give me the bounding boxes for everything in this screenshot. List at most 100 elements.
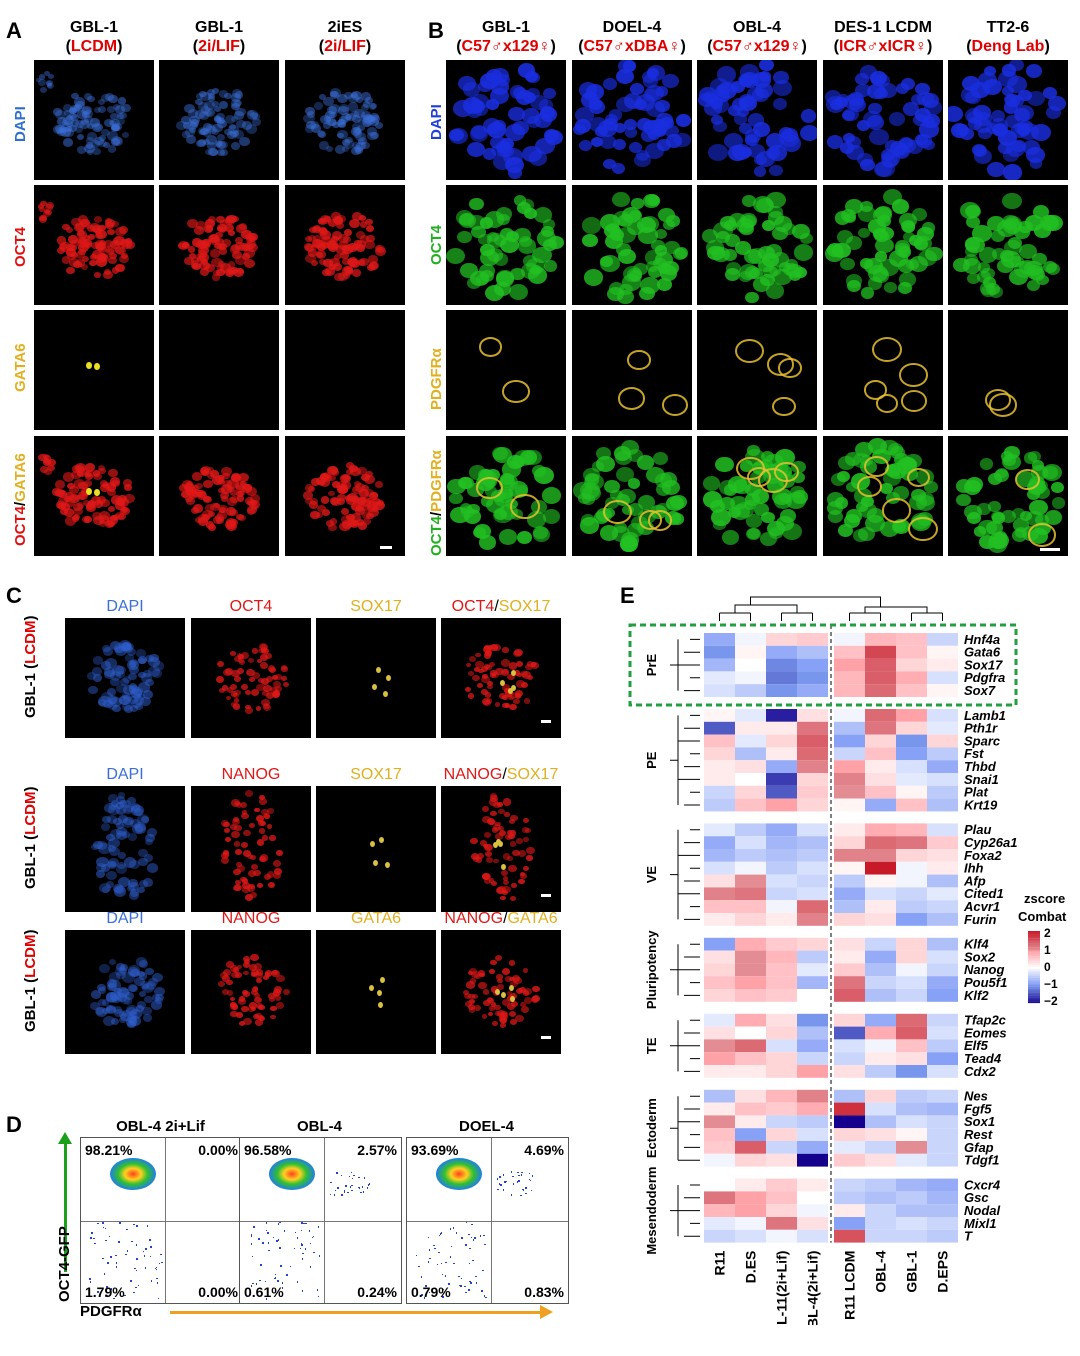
gene-label: Afp bbox=[963, 873, 986, 888]
cell-nucleus bbox=[522, 967, 529, 973]
cell-nucleus bbox=[320, 241, 329, 249]
heatmap-cell bbox=[766, 1065, 797, 1078]
cell-nucleus bbox=[502, 879, 510, 886]
event-dot bbox=[351, 1177, 354, 1180]
event-dot bbox=[313, 1251, 315, 1254]
cell-nucleus bbox=[745, 291, 759, 304]
heatmap-cell bbox=[865, 1191, 896, 1205]
cell-nucleus bbox=[138, 972, 148, 980]
cell-nucleus bbox=[120, 252, 128, 260]
heatmap-cell bbox=[865, 798, 896, 812]
cell-nucleus bbox=[497, 984, 504, 990]
cell-nucleus bbox=[82, 499, 91, 507]
heatmap-cell bbox=[834, 1013, 865, 1027]
stain-title: DAPI bbox=[55, 597, 195, 616]
cell-nucleus bbox=[772, 79, 792, 97]
cell-nucleus bbox=[251, 990, 258, 996]
cell-nucleus bbox=[100, 498, 111, 508]
sample-label: GBL-1 (LCDM) bbox=[22, 615, 39, 719]
cell-nucleus bbox=[38, 453, 47, 461]
cell-nucleus bbox=[270, 1014, 276, 1020]
cell-nucleus bbox=[895, 240, 911, 254]
cell-nucleus bbox=[496, 141, 511, 154]
cell-nucleus bbox=[501, 659, 510, 667]
heatmap-cell bbox=[834, 1204, 865, 1217]
cell-nucleus bbox=[271, 691, 280, 699]
y-axis-arrow bbox=[64, 1142, 67, 1272]
heatmap-cell bbox=[704, 1026, 735, 1040]
cell-nucleus bbox=[345, 469, 354, 476]
heatmap-cell bbox=[735, 900, 766, 913]
cell-nucleus bbox=[218, 247, 228, 255]
cell-nucleus bbox=[275, 674, 282, 680]
legend-gradient-step bbox=[1028, 994, 1040, 996]
stain-title: NANOG bbox=[181, 765, 321, 784]
cell-nucleus bbox=[143, 669, 152, 678]
cell-nucleus bbox=[184, 256, 195, 266]
cell-nucleus bbox=[144, 654, 154, 663]
marker-positive-cell bbox=[376, 667, 381, 674]
cell-nucleus bbox=[498, 830, 506, 837]
heatmap-cell bbox=[797, 1102, 828, 1116]
cell-nucleus bbox=[617, 488, 636, 504]
cell-nucleus bbox=[148, 666, 161, 677]
cell-nucleus bbox=[715, 456, 734, 473]
cell-nucleus bbox=[854, 72, 869, 85]
event-dot bbox=[468, 1233, 470, 1236]
cell-nucleus bbox=[353, 108, 365, 119]
cell-nucleus bbox=[139, 981, 149, 990]
heatmap-cell bbox=[704, 1089, 735, 1103]
event-dot bbox=[265, 1222, 268, 1224]
cell-nucleus bbox=[483, 652, 492, 659]
cell-nucleus bbox=[185, 135, 196, 144]
cell-nucleus bbox=[460, 506, 475, 518]
cell-nucleus bbox=[259, 653, 269, 662]
cell-nucleus bbox=[874, 251, 888, 262]
cell-nucleus bbox=[617, 289, 634, 304]
cell-nucleus bbox=[236, 1012, 243, 1018]
cell-nucleus bbox=[826, 491, 844, 507]
cell-nucleus bbox=[38, 74, 46, 81]
cell-nucleus bbox=[923, 481, 938, 493]
cell-nucleus bbox=[514, 1014, 524, 1022]
legend-gradient-step bbox=[1028, 997, 1040, 1000]
cell-nucleus bbox=[44, 70, 51, 76]
heatmap-cell bbox=[896, 1065, 927, 1078]
cell-nucleus bbox=[117, 986, 130, 998]
heatmap-cell bbox=[797, 1026, 828, 1040]
cell-nucleus bbox=[492, 672, 500, 679]
marker-positive-cell bbox=[369, 984, 374, 991]
heatmap-cell bbox=[797, 913, 828, 926]
cell-nucleus bbox=[519, 986, 526, 993]
cell-nucleus bbox=[312, 234, 322, 242]
cell-nucleus bbox=[917, 249, 937, 266]
cell-nucleus bbox=[329, 257, 341, 267]
cell-nucleus bbox=[341, 138, 350, 146]
cell-nucleus bbox=[841, 110, 855, 122]
micrograph bbox=[572, 60, 692, 180]
cell-nucleus bbox=[209, 469, 219, 478]
cell-nucleus bbox=[368, 262, 378, 270]
heatmap-cell bbox=[797, 937, 828, 951]
event-dot bbox=[436, 1263, 439, 1266]
cell-nucleus bbox=[475, 856, 483, 863]
heatmap-cell bbox=[834, 1115, 865, 1129]
cell-nucleus bbox=[480, 666, 488, 673]
cell-nucleus bbox=[84, 480, 93, 487]
group-label: Pluripotency bbox=[644, 930, 659, 1010]
cell-nucleus bbox=[61, 256, 71, 264]
quadrant-percentage: 4.69% bbox=[524, 1142, 564, 1158]
cell-nucleus bbox=[237, 268, 245, 275]
cell-nucleus bbox=[139, 696, 151, 707]
cell-nucleus bbox=[255, 706, 262, 711]
cell-nucleus bbox=[105, 218, 113, 225]
cell-nucleus bbox=[199, 261, 211, 271]
x-axis-arrow bbox=[170, 1311, 540, 1314]
cell-nucleus bbox=[541, 226, 555, 238]
marker-positive-cell bbox=[510, 995, 516, 1002]
cell-nucleus bbox=[484, 832, 492, 838]
cell-nucleus bbox=[329, 263, 337, 270]
cell-nucleus bbox=[578, 492, 591, 504]
cell-nucleus bbox=[628, 478, 641, 489]
event-dot bbox=[458, 1284, 461, 1287]
